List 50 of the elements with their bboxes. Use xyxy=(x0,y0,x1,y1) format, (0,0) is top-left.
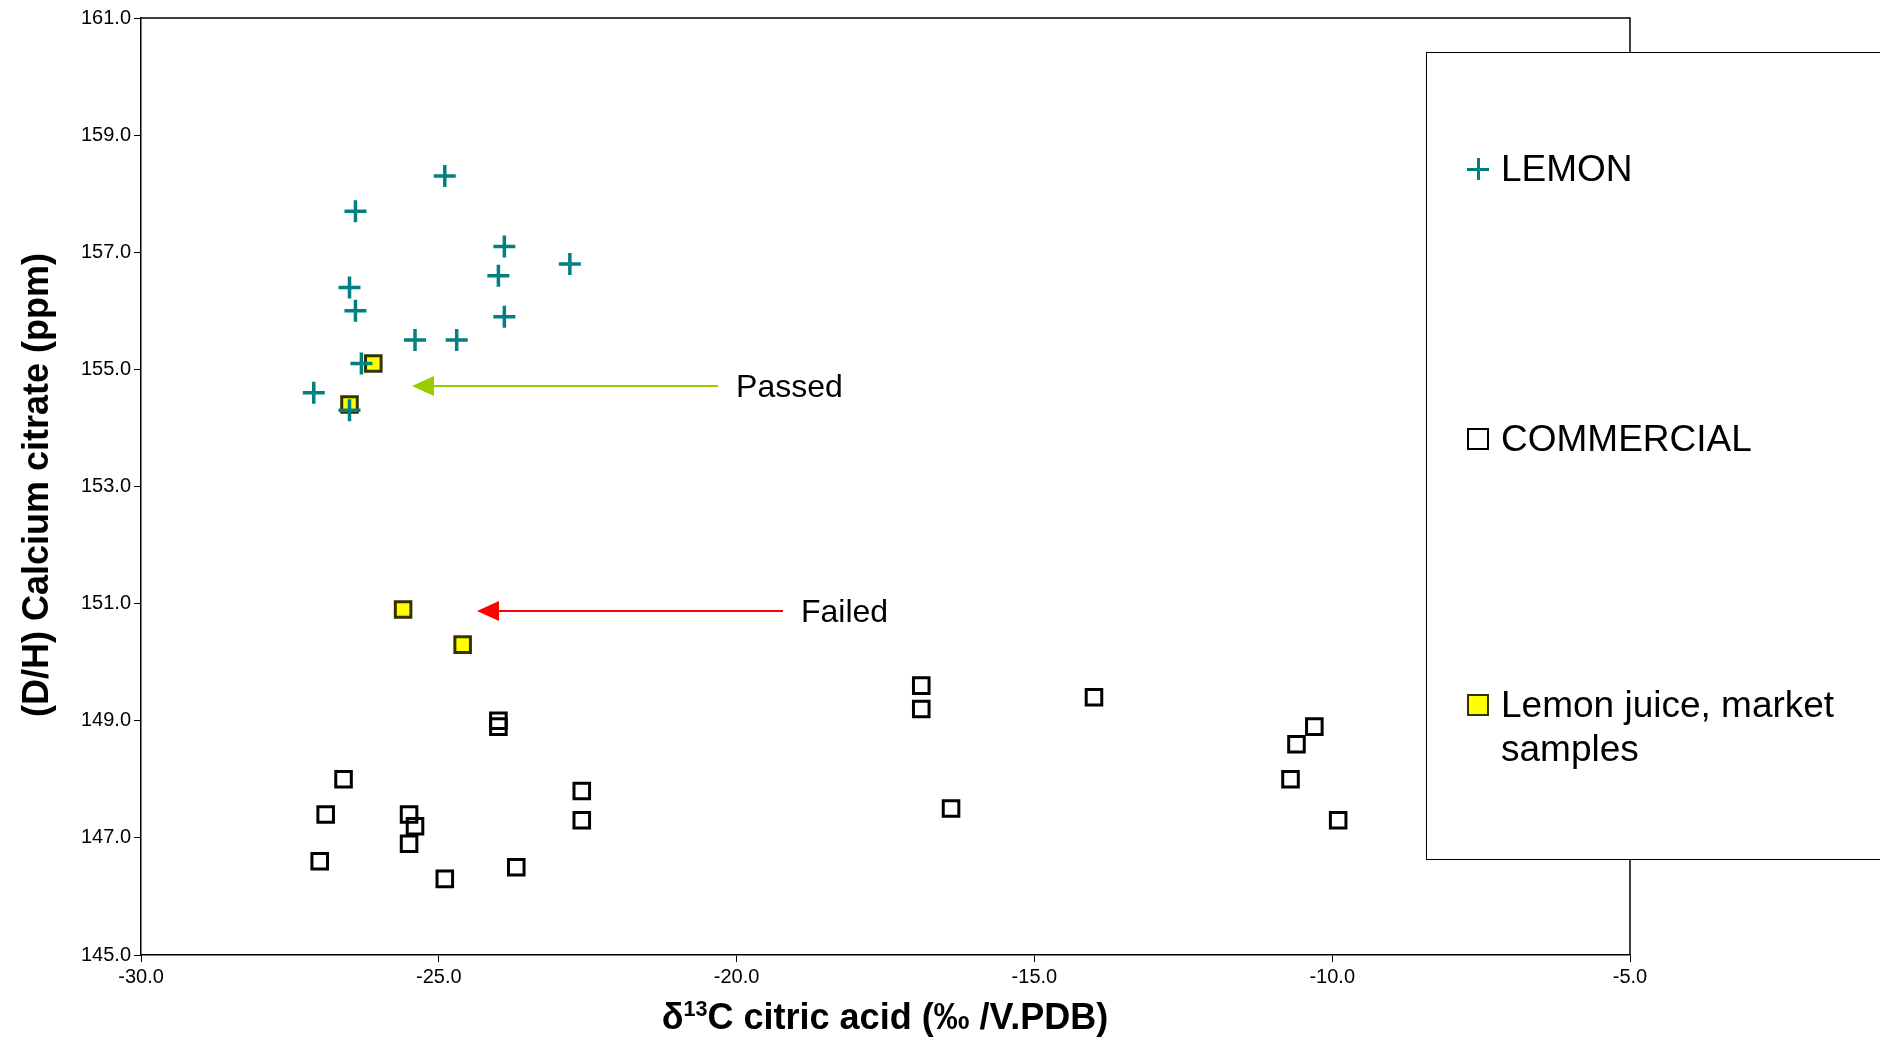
point xyxy=(310,852,329,871)
x-axis-title: δ$^{13}$C citric acid (‰ /V.PDB) xyxy=(660,996,1110,1038)
point xyxy=(1328,811,1348,830)
point xyxy=(334,770,353,789)
y-tick-label: 149.0 xyxy=(80,708,132,731)
x-tick-label: -20.0 xyxy=(713,964,760,987)
x-tick-label: -5.0 xyxy=(1612,964,1648,987)
legend-label: Lemon juice, market samples xyxy=(1501,683,1836,771)
point xyxy=(506,857,526,877)
point xyxy=(911,699,931,719)
annotation: Failed xyxy=(800,592,889,632)
point xyxy=(941,799,961,818)
point xyxy=(435,869,455,889)
point xyxy=(433,165,456,188)
y-tick-label: 145.0 xyxy=(80,942,132,965)
point xyxy=(302,381,325,404)
x-tick-label: -15.0 xyxy=(1011,964,1058,987)
point xyxy=(344,299,367,322)
point xyxy=(911,676,931,695)
y-tick-label: 153.0 xyxy=(80,474,132,497)
legend-label: COMMERCIAL xyxy=(1501,417,1753,461)
point xyxy=(405,816,425,836)
y-tick-label: 157.0 xyxy=(80,239,132,262)
x-tick-label: -30.0 xyxy=(118,964,164,987)
y-tick-label: 147.0 xyxy=(80,825,132,848)
annotation: Passed xyxy=(736,366,843,406)
point xyxy=(404,329,427,352)
y-tick-label: 159.0 xyxy=(80,122,132,145)
point xyxy=(489,717,508,736)
point xyxy=(1084,688,1104,707)
legend-label: LEMON xyxy=(1501,147,1634,191)
point xyxy=(445,329,468,352)
point xyxy=(1305,717,1324,736)
point xyxy=(399,805,419,824)
y-tick-label: 151.0 xyxy=(80,591,132,614)
point xyxy=(1287,734,1306,754)
point xyxy=(572,811,592,830)
y-tick-label: 161.0 xyxy=(80,5,132,28)
point xyxy=(1281,770,1300,789)
point xyxy=(453,635,472,654)
point xyxy=(558,252,581,275)
y-tick-label: 155.0 xyxy=(80,356,132,379)
y-axis-title: (D/H) Calcium citrate (ppm) xyxy=(15,252,57,718)
point xyxy=(316,805,335,824)
point xyxy=(572,781,592,801)
point xyxy=(399,834,419,854)
point xyxy=(393,600,413,619)
point xyxy=(489,711,508,731)
x-tick-label: -25.0 xyxy=(416,964,462,987)
x-tick-label: -10.0 xyxy=(1309,964,1356,987)
